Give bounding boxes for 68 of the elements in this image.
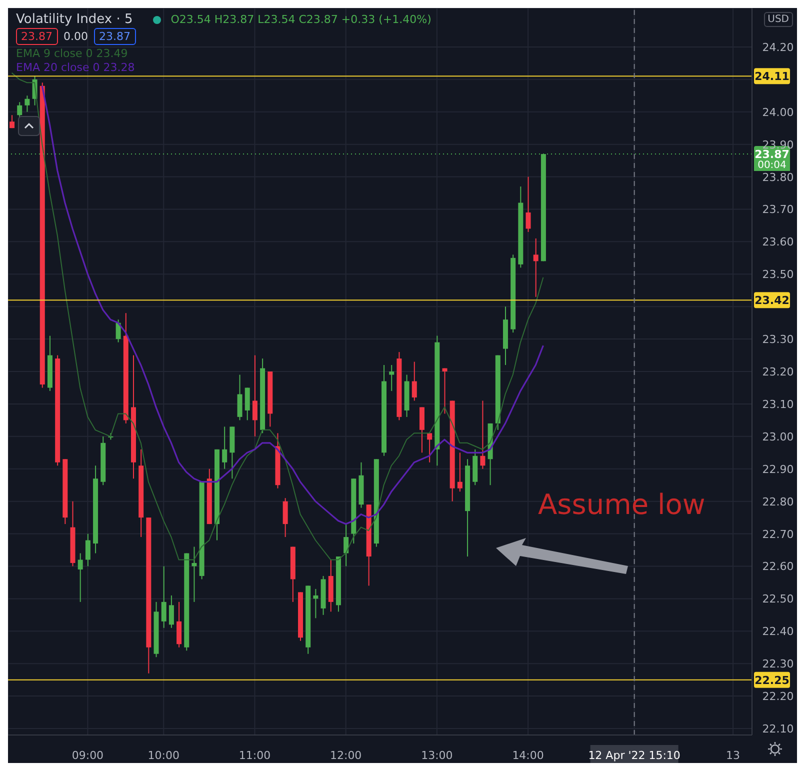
candlestick: [192, 546, 197, 602]
text: EMA 20 close 0: [16, 61, 100, 74]
y-tick-label: 22.70: [762, 528, 794, 541]
candlestick: [161, 566, 166, 628]
candlestick: [457, 452, 462, 492]
candlestick: [252, 354, 258, 437]
y-tick-label: 22.40: [762, 625, 794, 638]
candlestick: [526, 176, 531, 232]
x-tick-label: 12:00: [330, 749, 362, 762]
y-tick-label: 23.00: [762, 430, 794, 444]
y-tick-label: 23.60: [762, 236, 794, 249]
x-tick-label: 10:00: [148, 749, 180, 762]
annotation: 23.87: [94, 28, 136, 45]
y-tick-label: 23.20: [762, 366, 794, 378]
x-tick-label: 14:00: [512, 749, 544, 762]
annotation: O23.54 H23.87 L23.54 C23.87 +0.33 (+1.40%): [170, 13, 432, 26]
y-tick-label: 23.80: [762, 170, 794, 184]
x-tick-label: 13:00: [421, 749, 453, 762]
annotation: 0.00: [64, 30, 88, 43]
candlestick: [419, 406, 424, 454]
annotation: 23.49: [96, 47, 128, 60]
y-tick-label: 23.70: [762, 203, 794, 216]
y-tick-label: 22.80: [762, 495, 794, 508]
ref-line-label: 23.42: [754, 294, 790, 308]
y-tick-label: 22.50: [762, 592, 794, 606]
candlestick: [480, 400, 486, 470]
y-tick-label: 22.20: [762, 690, 794, 704]
annotation: 23.28: [103, 61, 135, 74]
y-tick-label: 22.60: [762, 560, 794, 574]
candlestick: [389, 364, 394, 392]
x-tick-label: 11:00: [238, 749, 271, 762]
chart-title: Volatility Index · 5: [16, 12, 133, 27]
x-tick-label: 09:00: [72, 749, 104, 762]
candlestick: [427, 432, 432, 463]
ref-line-label: 22.25: [754, 674, 790, 687]
candlestick: [442, 368, 448, 414]
y-tick-label: 22.30: [762, 658, 794, 671]
annotation: Assume low: [538, 488, 706, 521]
text: 00:04: [754, 160, 790, 171]
candlestick: [244, 387, 250, 421]
candlestick: [313, 588, 318, 619]
candlestick: [282, 498, 288, 538]
candlestick: [17, 102, 22, 119]
y-tick-label: 23.30: [762, 333, 794, 346]
candlestick: [24, 95, 30, 112]
candlestick: [344, 524, 349, 567]
candlestick: [85, 533, 90, 567]
annotation: 23.87: [16, 28, 58, 45]
ref-line-label: 23.87: [754, 148, 790, 162]
text: USD: [764, 12, 793, 27]
candlestick: [78, 552, 83, 602]
candlestick: [412, 361, 417, 402]
y-tick-label: 22.10: [762, 722, 794, 736]
y-tick-label: 23.10: [762, 398, 794, 411]
y-tick-label: 24.20: [762, 40, 794, 54]
candlestick: [176, 601, 182, 648]
candlestick: [237, 374, 242, 421]
candlestick: [168, 594, 174, 628]
x-tick-label: 13: [726, 749, 740, 762]
y-tick-label: 24.00: [762, 106, 794, 119]
series-label: EMA 9 close 0: [16, 47, 93, 60]
y-tick-label: 22.90: [762, 462, 794, 476]
candlestick: [222, 426, 228, 470]
x-tick-label: 12 Apr '22 15:10: [588, 749, 680, 762]
candlestick: [533, 238, 538, 298]
ref-line-label: 24.11: [754, 70, 790, 84]
y-tick-label: 23.50: [762, 268, 794, 282]
candlestick: [10, 114, 15, 129]
